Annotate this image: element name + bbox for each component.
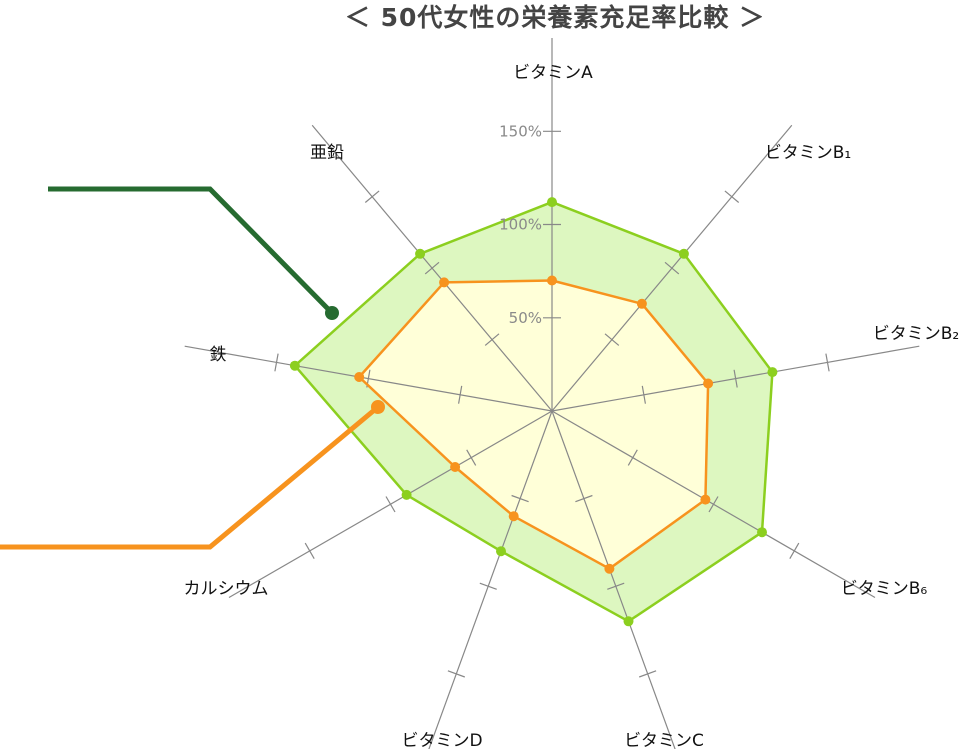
axis-tick-3-50 xyxy=(627,449,638,466)
axis-label-7: 鉄 xyxy=(210,345,227,365)
axis-tick-3-100 xyxy=(708,496,719,513)
series-0-point-7 xyxy=(289,360,300,371)
axis-tick-4-150 xyxy=(638,670,657,678)
axis-labels: ビタミンA ビタミンB₁ ビタミンB₂ ビタミンB₆ ビタミンC ビタミンD カルシウム 鉄 亜… xyxy=(184,63,960,749)
series-1-point-5 xyxy=(508,511,519,522)
series-1-point-6 xyxy=(450,462,461,472)
axis-tick-1-100 xyxy=(664,261,680,275)
axis-label-0: ビタミンA xyxy=(513,63,593,83)
axis-label-1: ビタミンB₁ xyxy=(765,143,851,163)
axis-label-2: ビタミンB₂ xyxy=(873,324,959,344)
axis-tick-5-50 xyxy=(511,494,529,503)
axis-tick-2-150 xyxy=(825,353,830,372)
series-0-point-1 xyxy=(678,248,689,259)
series-polygons xyxy=(294,202,773,622)
axis-tick-5-150 xyxy=(447,670,466,678)
axis-label-4: ビタミンC xyxy=(624,731,704,749)
axis-tick-5-100 xyxy=(479,582,497,590)
axis-tick-4-50 xyxy=(575,494,593,503)
axis-tick-1-50 xyxy=(604,333,620,346)
axis-tick-7-50 xyxy=(458,385,463,404)
tick-label-50: 50% xyxy=(509,309,542,327)
series-1-point-4 xyxy=(604,563,615,574)
axis-label-3: ビタミンB₆ xyxy=(841,579,928,599)
callout-line-0 xyxy=(48,186,334,315)
axis-tick-4-100 xyxy=(607,582,625,590)
axis-label-5: ビタミンD xyxy=(401,731,482,749)
axis-tick-1-150 xyxy=(724,190,740,203)
callout-line-1 xyxy=(0,405,380,550)
series-1-point-7 xyxy=(354,372,365,382)
axis-tick-6-150 xyxy=(304,542,315,559)
axis-tick-6-100 xyxy=(385,496,396,513)
series-0-point-5 xyxy=(496,546,506,557)
axis-tick-6-50 xyxy=(466,449,477,466)
tick-label-100: 100% xyxy=(499,216,542,234)
series-1-point-8 xyxy=(439,277,450,288)
axis-tick-7-150 xyxy=(274,353,279,372)
axis-tick-8-150 xyxy=(364,190,380,203)
series-points xyxy=(289,197,778,627)
series-1-line xyxy=(357,279,710,570)
axis-label-6: カルシウム xyxy=(184,579,269,599)
series-0-point-3 xyxy=(757,527,767,538)
series-0-point-4 xyxy=(623,616,634,627)
series-lines xyxy=(293,200,774,623)
series-1-area xyxy=(359,280,709,569)
series-0-point-2 xyxy=(767,367,778,378)
series-1-point-1 xyxy=(636,298,647,309)
series-1-point-2 xyxy=(703,378,714,389)
callout-dot-0 xyxy=(325,306,339,320)
tick-label-150: 150% xyxy=(499,122,542,140)
axis-label-8: 亜鉛 xyxy=(310,143,344,163)
series-0-point-6 xyxy=(401,489,412,500)
series-1-point-0 xyxy=(547,275,557,286)
callout-lines xyxy=(0,186,385,550)
series-1-point-3 xyxy=(700,494,711,505)
chart-title: ＜ 50代女性の栄養素充足率比較 ＞ xyxy=(345,3,765,32)
axis-tick-3-150 xyxy=(789,542,800,559)
axis-tick-8-100 xyxy=(424,261,440,275)
axis-tick-8-50 xyxy=(484,333,500,346)
series-0-line xyxy=(293,200,774,623)
callout-dot-1 xyxy=(371,400,385,414)
series-0-point-0 xyxy=(547,197,557,208)
axis-tick-2-100 xyxy=(733,369,738,388)
series-0-point-8 xyxy=(415,248,426,259)
axis-lines xyxy=(184,38,920,749)
tick-labels: 50% 100% 150% xyxy=(499,122,542,327)
axis-tick-2-50 xyxy=(641,385,646,404)
